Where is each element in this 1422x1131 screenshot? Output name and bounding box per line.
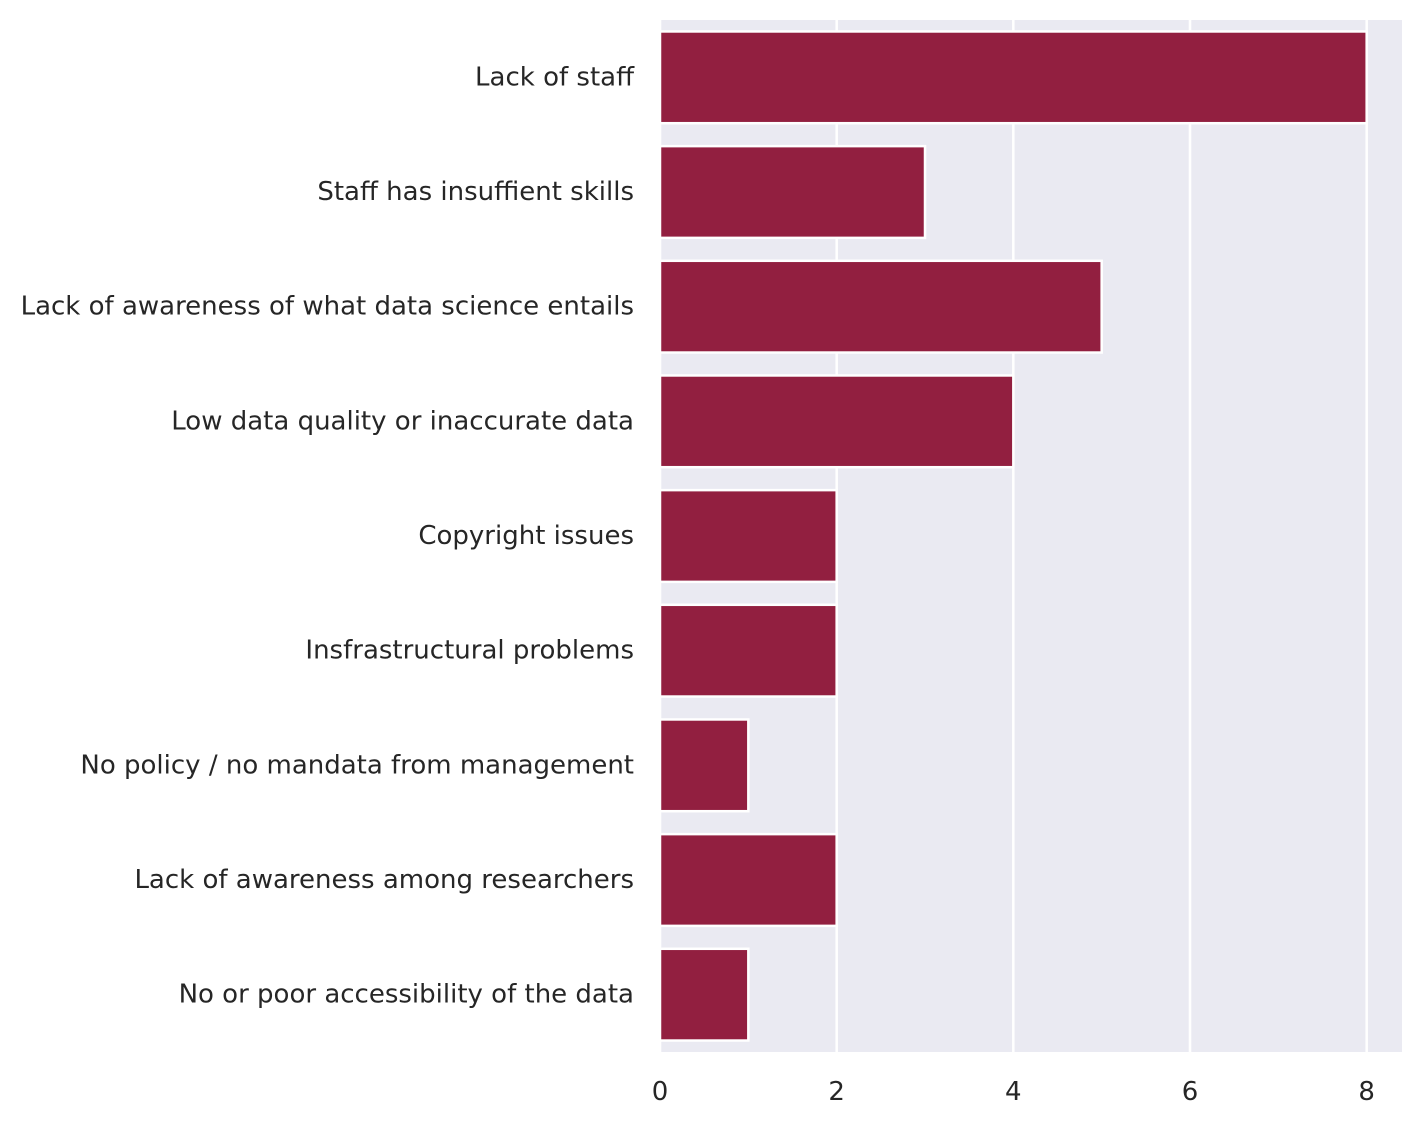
category-label-4: Low data quality or inaccurate data bbox=[171, 406, 634, 436]
category-label-6: Insfrastructural problems bbox=[305, 636, 634, 666]
x-tick-label-2: 2 bbox=[828, 1077, 845, 1107]
x-tick-label-6: 6 bbox=[1182, 1077, 1199, 1107]
category-label-9: No or poor accessibility of the data bbox=[179, 980, 634, 1010]
category-label-2: Staff has insuffient skills bbox=[317, 177, 634, 207]
bar-7 bbox=[658, 718, 750, 813]
category-labels: Lack of staff Staff has insuffient skills… bbox=[21, 62, 636, 1009]
bar-6 bbox=[658, 603, 838, 698]
x-tick-label-8: 8 bbox=[1358, 1077, 1375, 1107]
bar-1 bbox=[658, 30, 1368, 125]
bar-2 bbox=[658, 144, 927, 240]
x-tick-label-0: 0 bbox=[652, 1077, 669, 1107]
category-label-8: Lack of awareness among researchers bbox=[134, 865, 634, 895]
bar-8 bbox=[658, 832, 838, 928]
x-tick-label-4: 4 bbox=[1005, 1077, 1022, 1107]
x-tick-labels: 0 2 4 6 8 bbox=[652, 1077, 1375, 1107]
bar-3 bbox=[658, 259, 1103, 354]
category-label-5: Copyright issues bbox=[418, 521, 634, 551]
bar-9 bbox=[658, 947, 750, 1042]
category-label-7: No policy / no mandata from management bbox=[80, 750, 634, 780]
category-label-3: Lack of awareness of what data science e… bbox=[21, 292, 634, 322]
category-label-1: Lack of staff bbox=[475, 62, 635, 92]
bars bbox=[658, 30, 1368, 1042]
bar-5 bbox=[658, 488, 838, 584]
bar-4 bbox=[658, 374, 1015, 469]
